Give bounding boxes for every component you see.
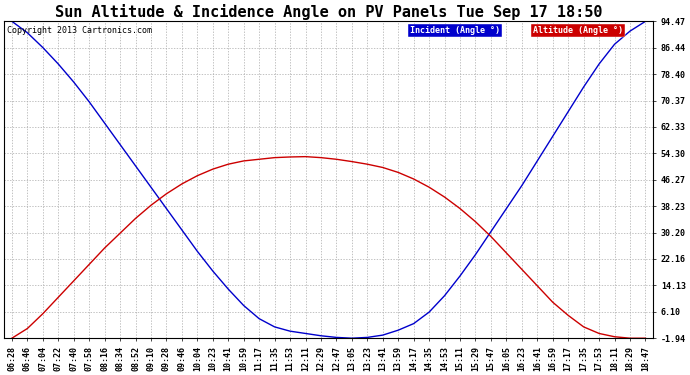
Title: Sun Altitude & Incidence Angle on PV Panels Tue Sep 17 18:50: Sun Altitude & Incidence Angle on PV Pan… [55, 4, 602, 20]
Text: Altitude (Angle °): Altitude (Angle °) [533, 26, 623, 35]
Text: Incident (Angle °): Incident (Angle °) [410, 26, 500, 35]
Text: Copyright 2013 Cartronics.com: Copyright 2013 Cartronics.com [8, 26, 152, 35]
